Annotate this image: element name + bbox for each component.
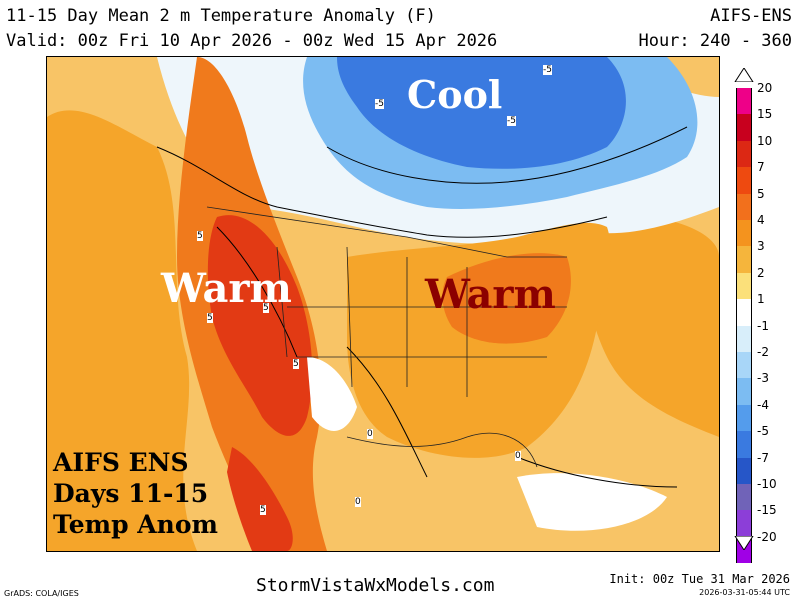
legend-swatch xyxy=(736,352,752,379)
contour-label: 5 xyxy=(263,303,269,313)
legend-swatch xyxy=(736,431,752,458)
legend-label: 3 xyxy=(757,239,765,254)
legend-swatch xyxy=(736,193,752,220)
contour-label: 0 xyxy=(367,429,373,439)
cool-label: Cool xyxy=(407,72,503,117)
legend-swatch xyxy=(736,299,752,326)
contour-line-4 xyxy=(346,346,428,478)
contour-label: -5 xyxy=(375,99,384,109)
contour-line-5 xyxy=(516,456,678,488)
init-time: Init: 00z Tue 31 Mar 2026 xyxy=(609,572,790,586)
contour-label: 0 xyxy=(355,497,361,507)
legend-swatch xyxy=(736,220,752,247)
legend-top-arrow-icon xyxy=(734,68,754,82)
atlantic-warm-region xyxy=(583,214,719,437)
legend-label: 2 xyxy=(757,265,765,280)
generated-timestamp: 2026-03-31-05:44 UTC xyxy=(699,588,790,597)
legend-swatch xyxy=(736,167,752,194)
overlay-line-days: Days 11-15 xyxy=(53,479,209,508)
state-border-a xyxy=(276,246,288,358)
legend-swatch xyxy=(736,114,752,141)
neutral-patch-2 xyxy=(517,473,667,531)
legend-swatch xyxy=(736,457,752,484)
legend-swatch xyxy=(736,484,752,511)
legend-label: -2 xyxy=(757,345,769,359)
overlay-line-model: AIFS ENS xyxy=(53,448,189,477)
website-name: StormVistaWxModels.com xyxy=(256,575,495,596)
legend-label: 10 xyxy=(757,133,773,148)
legend-label: -1 xyxy=(757,318,769,333)
grads-credit: GrADS: COLA/IGES xyxy=(4,589,79,598)
legend-label: -10 xyxy=(757,477,777,491)
state-border-b xyxy=(346,246,353,388)
legend-label: 7 xyxy=(757,160,765,175)
mexico-hot-core xyxy=(227,447,293,551)
legend-swatch xyxy=(736,378,752,405)
warm-label-west: Warm xyxy=(161,265,292,312)
valid-period: Valid: 00z Fri 10 Apr 2026 - 00z Wed 15 … xyxy=(6,31,498,51)
cool-anomaly-core xyxy=(337,57,626,169)
legend-swatch xyxy=(736,325,752,352)
contour-label: 5 xyxy=(293,359,299,369)
warm-label-east: Warm xyxy=(425,271,556,318)
model-summary-text: AIFS ENS Days 11-15 Temp Anom xyxy=(53,447,218,540)
forecast-hours: Hour: 240 - 360 xyxy=(638,31,792,51)
overlay-line-anomaly: Temp Anom xyxy=(53,510,218,539)
legend-label: 15 xyxy=(757,107,773,122)
legend-label: -5 xyxy=(757,424,769,439)
legend-label: -15 xyxy=(757,503,777,518)
western-hot-core xyxy=(207,215,313,436)
contour-line-2 xyxy=(326,126,688,184)
legend-swatch xyxy=(736,88,752,115)
contour-label: 0 xyxy=(515,451,521,461)
model-name: AIFS-ENS xyxy=(710,6,792,26)
contour-label: 5 xyxy=(207,313,213,323)
legend-label: 1 xyxy=(757,292,765,307)
contour-label: 5 xyxy=(197,231,203,241)
legend-swatch xyxy=(736,404,752,432)
legend-swatch xyxy=(736,272,752,300)
legend-label: 4 xyxy=(757,213,765,227)
legend-bottom-arrow-icon xyxy=(734,536,754,550)
legend-swatch xyxy=(736,140,752,168)
contour-line-1 xyxy=(156,146,608,238)
coastline-gulf xyxy=(346,432,538,468)
legend-label: -4 xyxy=(757,397,769,412)
temperature-anomaly-map: -5 -5 -5 5 5 5 5 5 0 0 0 Cool Warm Warm … xyxy=(46,56,720,552)
pacific-warm-region xyxy=(47,110,197,551)
map-canvas xyxy=(47,57,719,551)
contour-line-3 xyxy=(216,226,298,358)
legend-label: -7 xyxy=(757,450,769,465)
map-title: 11-15 Day Mean 2 m Temperature Anomaly (… xyxy=(6,6,436,26)
legend-label: 5 xyxy=(757,186,765,201)
legend-label: -3 xyxy=(757,371,769,386)
legend-swatch xyxy=(736,510,752,537)
contour-label: -5 xyxy=(507,116,516,126)
legend-label: 20 xyxy=(757,81,773,95)
contour-label: -5 xyxy=(543,65,552,75)
neutral-patch-1 xyxy=(307,357,357,431)
legend-label: -20 xyxy=(757,529,777,544)
contour-label: 5 xyxy=(260,505,266,515)
country-border-us-canada xyxy=(206,206,567,258)
legend-swatch xyxy=(736,246,752,273)
eastern-warm-core xyxy=(442,253,571,344)
